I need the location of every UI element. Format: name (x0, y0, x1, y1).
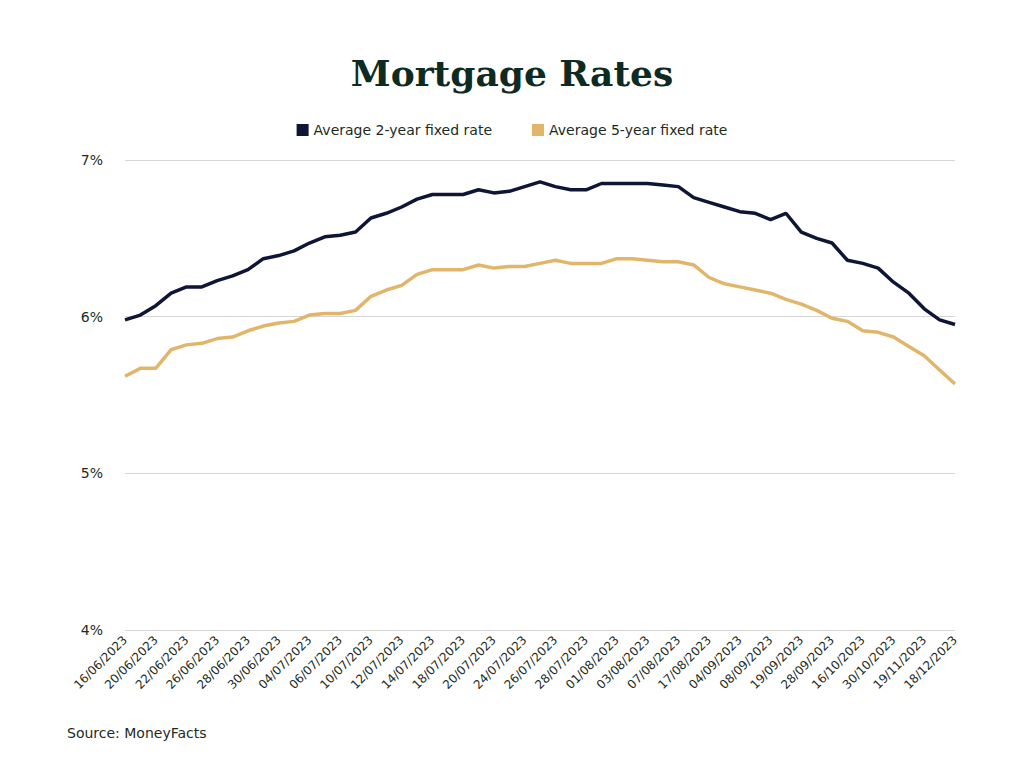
svg-text:03/08/2023: 03/08/2023 (593, 633, 653, 692)
svg-text:08/09/2023: 08/09/2023 (716, 633, 776, 692)
svg-text:30/10/2023: 30/10/2023 (839, 633, 899, 692)
svg-text:24/07/2023: 24/07/2023 (470, 633, 530, 692)
svg-text:10/07/2023: 10/07/2023 (317, 633, 376, 692)
svg-text:6%: 6% (81, 309, 103, 325)
svg-text:28/06/2023: 28/06/2023 (194, 633, 253, 692)
svg-text:18/12/2023: 18/12/2023 (901, 633, 960, 692)
svg-text:26/07/2023: 26/07/2023 (501, 633, 561, 692)
svg-text:28/07/2023: 28/07/2023 (532, 633, 592, 692)
svg-text:06/07/2023: 06/07/2023 (286, 633, 346, 692)
svg-text:19/09/2023: 19/09/2023 (747, 633, 807, 692)
svg-text:Mortgage Rates: Mortgage Rates (351, 52, 673, 94)
svg-text:07/08/2023: 07/08/2023 (624, 633, 684, 692)
svg-text:12/07/2023: 12/07/2023 (347, 633, 407, 692)
svg-text:22/06/2023: 22/06/2023 (132, 633, 192, 692)
svg-text:30/06/2023: 30/06/2023 (224, 633, 284, 692)
svg-text:20/06/2023: 20/06/2023 (101, 633, 161, 692)
svg-text:7%: 7% (81, 152, 103, 168)
svg-text:16/10/2023: 16/10/2023 (809, 633, 868, 692)
svg-text:20/07/2023: 20/07/2023 (440, 633, 499, 692)
svg-text:18/07/2023: 18/07/2023 (409, 633, 469, 692)
svg-text:14/07/2023: 14/07/2023 (378, 633, 438, 692)
svg-text:04/09/2023: 04/09/2023 (686, 633, 745, 692)
svg-text:Source: MoneyFacts: Source: MoneyFacts (67, 725, 207, 741)
svg-text:Average 5-year fixed rate: Average 5-year fixed rate (549, 122, 727, 138)
svg-text:04/07/2023: 04/07/2023 (255, 633, 315, 692)
svg-text:4%: 4% (81, 622, 103, 638)
svg-text:Average 2-year fixed rate: Average 2-year fixed rate (314, 122, 492, 138)
svg-text:16/06/2023: 16/06/2023 (71, 633, 130, 692)
svg-text:17/08/2023: 17/08/2023 (655, 633, 714, 692)
svg-text:5%: 5% (81, 465, 103, 481)
svg-text:19/11/2023: 19/11/2023 (870, 633, 930, 692)
svg-text:01/08/2023: 01/08/2023 (563, 633, 622, 692)
svg-text:26/06/2023: 26/06/2023 (163, 633, 223, 692)
svg-text:28/09/2023: 28/09/2023 (778, 633, 837, 692)
